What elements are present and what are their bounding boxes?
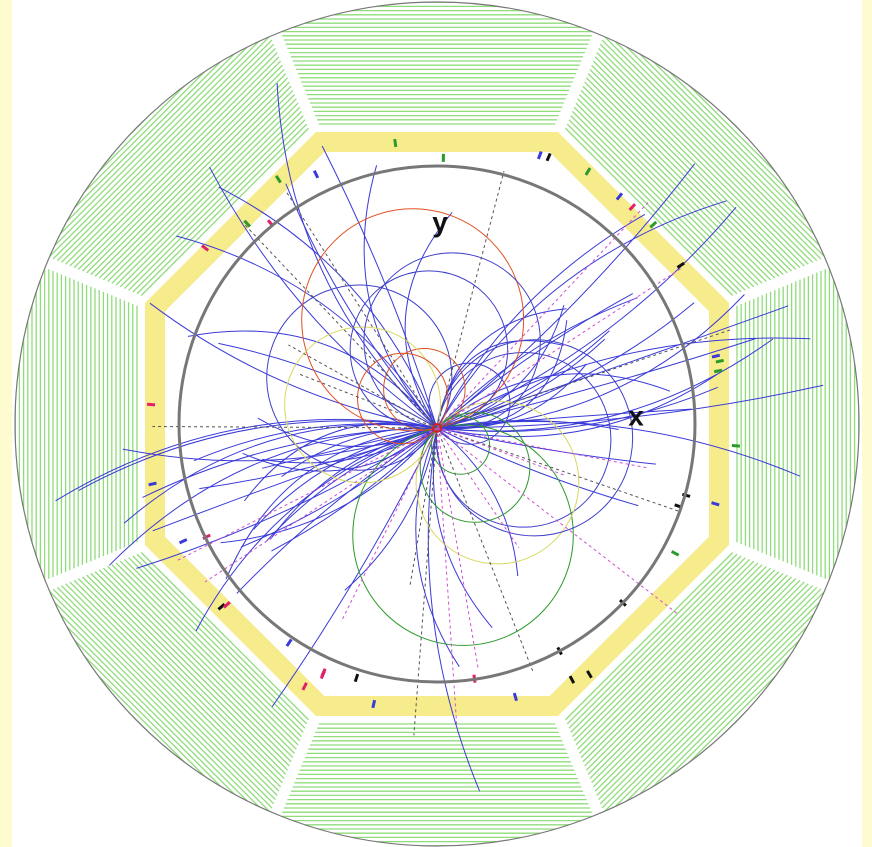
hit-segment: [147, 403, 155, 407]
hit-segment: [732, 444, 740, 448]
x-axis-label: x: [628, 400, 644, 431]
hit-segment: [442, 154, 445, 162]
event-display: y x: [0, 0, 872, 847]
y-axis-label: y: [432, 206, 448, 237]
